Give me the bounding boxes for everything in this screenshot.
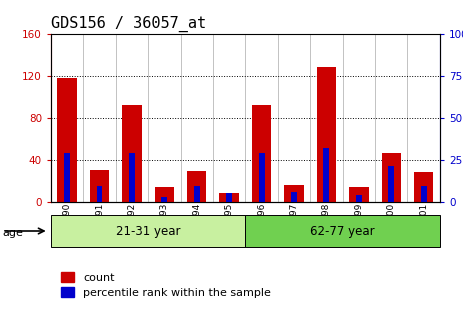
Bar [122,105,142,202]
Bar [194,186,200,202]
Bar [51,215,245,247]
Bar [349,187,369,202]
Bar [382,153,401,202]
Bar [252,105,271,202]
Legend: count, percentile rank within the sample: count, percentile rank within the sample [56,268,275,302]
Bar [259,153,264,202]
Bar [421,186,426,202]
Bar [162,197,167,202]
Bar [90,170,109,202]
Text: age: age [2,228,23,238]
Bar [324,148,329,202]
Bar [317,67,336,202]
Bar [414,172,433,202]
Bar [155,187,174,202]
Bar [291,192,297,202]
Text: 62-77 year: 62-77 year [310,224,375,238]
Text: GDS156 / 36057_at: GDS156 / 36057_at [51,16,206,32]
Bar [97,186,102,202]
Bar [129,153,135,202]
Bar [187,171,206,202]
Bar [245,215,440,247]
Bar [226,193,232,202]
Bar [388,166,394,202]
Bar [219,193,239,202]
Bar [64,153,70,202]
Bar [356,195,362,202]
Bar [57,78,77,202]
Text: 21-31 year: 21-31 year [116,224,181,238]
Bar [284,185,304,202]
